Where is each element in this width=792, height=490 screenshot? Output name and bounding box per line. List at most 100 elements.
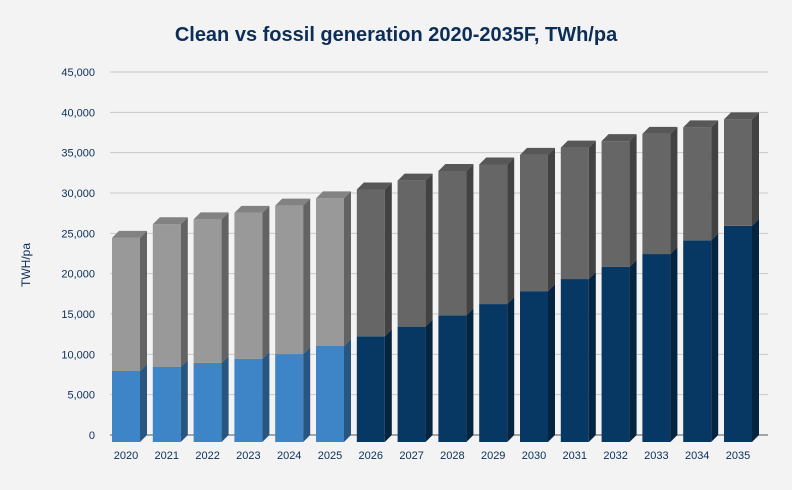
x-tick-label: 2032: [603, 450, 627, 462]
x-tick-label: 2028: [440, 450, 464, 462]
bar-top-2035: [724, 112, 759, 120]
bar-top-2027: [397, 173, 433, 181]
y-tick-label: 35,000: [61, 148, 95, 160]
bar-fossil-2025: [316, 198, 344, 347]
bar-clean-side-2035: [752, 218, 759, 442]
bar-clean-side-2021: [180, 359, 188, 442]
y-tick-label: 0: [89, 430, 95, 442]
bar-clean-2027: [397, 326, 426, 442]
bar-clean-side-2029: [507, 297, 515, 442]
bar-top-2030: [520, 147, 555, 155]
bar-fossil-2020: [112, 237, 140, 372]
bar-top-2021: [152, 217, 188, 225]
x-tick-label: 2022: [195, 450, 219, 462]
x-tick-label: 2025: [318, 450, 342, 462]
bar-clean-side-2024: [303, 347, 311, 442]
bar-clean-2024: [275, 354, 304, 442]
bar-fossil-2026: [356, 189, 385, 337]
y-tick-label: 10,000: [61, 349, 95, 361]
bar-fossil-side-2033: [670, 126, 678, 255]
chart-title: Clean vs fossil generation 2020-2035F, T…: [174, 24, 618, 46]
bar-top-2025: [316, 191, 351, 199]
bar-clean-2021: [152, 366, 181, 442]
bar-clean-2030: [520, 291, 548, 442]
bar-top-2022: [193, 212, 229, 220]
bar-clean-side-2028: [466, 308, 474, 442]
bar-clean-2026: [356, 336, 385, 442]
x-tick-label: 2031: [563, 450, 587, 462]
bar-clean-side-2034: [711, 233, 719, 442]
bar-clean-2035: [724, 225, 752, 442]
bar-clean-2020: [112, 371, 140, 442]
bar-fossil-2024: [275, 205, 304, 355]
bar-top-2029: [479, 157, 515, 165]
bar-fossil-side-2031: [588, 140, 596, 280]
x-tick-label: 2035: [726, 450, 750, 462]
bar-clean-side-2023: [262, 351, 270, 442]
bar-fossil-side-2023: [262, 205, 270, 359]
y-tick-label: 20,000: [61, 269, 95, 281]
bar-fossil-side-2034: [711, 120, 719, 241]
x-tick-label: 2030: [522, 450, 546, 462]
bar-fossil-side-2022: [221, 212, 229, 363]
bar-fossil-2030: [520, 154, 548, 292]
bar-top-2023: [234, 205, 270, 213]
bar-fossil-2027: [397, 180, 426, 327]
bar-fossil-2031: [560, 147, 589, 280]
bar-fossil-2022: [193, 219, 222, 363]
bar-fossil-side-2027: [425, 173, 433, 327]
bar-clean-side-2025: [344, 339, 351, 442]
y-tick-label: 40,000: [61, 107, 95, 119]
bar-clean-side-2032: [629, 259, 637, 442]
bar-clean-2033: [642, 254, 671, 442]
bar-clean-2034: [683, 240, 712, 442]
x-tick-label: 2033: [644, 450, 668, 462]
x-tick-label: 2026: [359, 450, 383, 462]
bar-fossil-2029: [479, 164, 508, 305]
bar-top-2028: [438, 163, 474, 171]
bar-top-2034: [683, 120, 719, 128]
bar-clean-side-2027: [425, 319, 433, 442]
bar-clean-side-2031: [588, 272, 596, 442]
x-tick-label: 2027: [399, 450, 423, 462]
bar-fossil-2035: [724, 119, 752, 226]
x-tick-label: 2020: [114, 450, 138, 462]
x-tick-label: 2029: [481, 450, 505, 462]
bar-fossil-side-2025: [344, 191, 351, 347]
bar-clean-2032: [601, 266, 630, 442]
bar-top-2033: [642, 126, 678, 134]
bar-top-2024: [275, 198, 311, 206]
bar-top-2020: [112, 230, 147, 238]
bar-clean-side-2022: [221, 355, 229, 442]
bar-fossil-2032: [601, 141, 630, 267]
x-tick-label: 2024: [277, 450, 301, 462]
bar-fossil-side-2032: [629, 134, 637, 267]
y-tick-label: 45,000: [61, 67, 95, 79]
bar-fossil-2023: [234, 212, 263, 359]
bar-top-2031: [560, 140, 596, 148]
bar-fossil-2028: [438, 170, 467, 316]
bar-clean-2023: [234, 358, 263, 442]
x-tick-label: 2034: [685, 450, 709, 462]
bar-clean-side-2026: [384, 329, 392, 442]
bar-clean-2028: [438, 315, 467, 442]
x-tick-label: 2021: [155, 450, 179, 462]
x-tick-label: 2023: [236, 450, 260, 462]
bar-clean-side-2020: [140, 364, 147, 442]
bar-clean-side-2030: [548, 284, 555, 442]
bar-fossil-2033: [642, 133, 671, 255]
bar-fossil-side-2029: [507, 157, 515, 305]
bar-top-2032: [601, 134, 637, 142]
y-tick-label: 15,000: [61, 309, 95, 321]
bar-clean-2022: [193, 362, 222, 442]
bar-clean-side-2033: [670, 247, 678, 442]
bar-fossil-2021: [152, 224, 181, 367]
bar-fossil-side-2026: [384, 182, 392, 337]
y-tick-label: 25,000: [61, 228, 95, 240]
y-tick-label: 5,000: [67, 390, 95, 402]
bar-clean-2025: [316, 346, 344, 442]
bar-fossil-2034: [683, 127, 712, 241]
bar-top-2026: [356, 182, 392, 190]
